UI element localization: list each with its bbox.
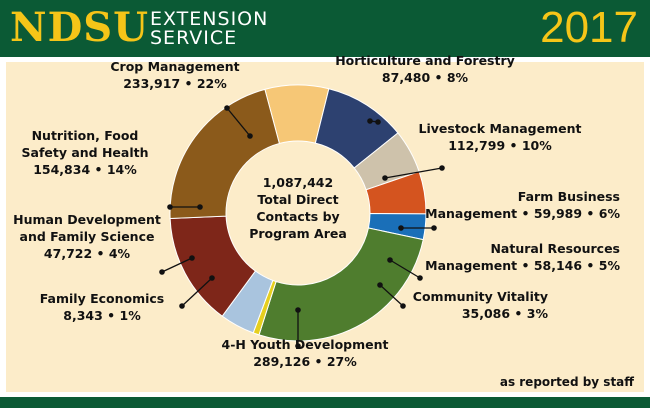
slice-label-line: 289,126 • 27% <box>253 354 357 369</box>
slice-label-line: 35,086 • 3% <box>462 306 549 321</box>
slice-label-line: 112,799 • 10% <box>448 138 552 153</box>
leader-dot <box>224 105 230 111</box>
leader-dot <box>167 204 173 210</box>
leader-line <box>181 277 213 307</box>
slice-labels: Horticulture and Forestry 87,480 • 8% Live… <box>13 53 620 369</box>
leader-dot <box>375 119 381 125</box>
leader-dot <box>295 343 301 349</box>
leader-dot <box>398 225 404 231</box>
center-caption: 1,087,442 Total Direct Contacts by Progr… <box>249 175 347 241</box>
donut-slices <box>169 84 427 342</box>
slice-label: Community Vitality 35,086 • 3% <box>413 289 549 321</box>
leader-dot <box>382 175 388 181</box>
slice-label: Crop Management 233,917 • 22% <box>110 59 239 91</box>
slice-label: Natural Resources Management • 58,146 • 5… <box>425 241 620 273</box>
slice-label-line: Safety and Health <box>22 145 149 160</box>
leader-dot <box>295 307 301 313</box>
slice-label-line: Natural Resources <box>490 241 620 256</box>
center-line-4: Program Area <box>249 226 347 241</box>
slice-label: Farm Business Management • 59,989 • 6% <box>425 189 620 221</box>
slice-label-line: Family Economics <box>40 291 165 306</box>
wordmark-line-1: EXTENSION <box>150 8 269 30</box>
slice-label-line: Horticulture and Forestry <box>335 53 515 68</box>
slice-label: Horticulture and Forestry 87,480 • 8% <box>335 53 515 85</box>
leader-lines <box>159 105 445 349</box>
slice-label-line: Livestock Management <box>419 121 582 136</box>
leader-line <box>161 257 193 273</box>
leader-dot <box>367 118 373 124</box>
leader-dot <box>431 225 437 231</box>
slice-label-line: 4-H Youth Development <box>222 337 389 352</box>
slice-label: Family Economics 8,343 • 1% <box>40 291 165 323</box>
source-note: as reported by staff <box>500 375 634 389</box>
leader-dot <box>247 133 253 139</box>
slice-label-line: 154,834 • 14% <box>33 162 137 177</box>
center-total: 1,087,442 <box>263 175 333 190</box>
slice-label-line: Community Vitality <box>413 289 548 304</box>
leader-dot <box>439 165 445 171</box>
leader-dot <box>400 303 406 309</box>
slice-label: Livestock Management 112,799 • 10% <box>419 121 582 153</box>
slice-label-line: and Family Science <box>20 229 155 244</box>
leader-line <box>226 107 251 137</box>
leader-dot <box>417 275 423 281</box>
slice-label: Nutrition, Food Safety and Health 154,834 … <box>22 128 149 177</box>
slice-crop-management <box>169 88 280 219</box>
slice-label-line: Crop Management <box>110 59 239 74</box>
center-line-3: Contacts by <box>256 209 339 224</box>
ndsu-logo: NDSU <box>10 4 150 51</box>
leader-line <box>384 167 443 179</box>
leader-dot <box>179 303 185 309</box>
report-year: 2017 <box>540 3 638 52</box>
leader-dot <box>377 282 383 288</box>
slice-4-h-youth-development <box>258 227 424 342</box>
slice-label-line: 47,722 • 4% <box>44 246 131 261</box>
slice-label: 4-H Youth Development 289,126 • 27% <box>222 337 389 369</box>
slice-label-line: Farm Business <box>518 189 620 204</box>
slice-label-line: 233,917 • 22% <box>123 76 227 91</box>
leader-dot <box>387 257 393 263</box>
slice-label: Human Development and Family Science 47,72… <box>13 212 161 261</box>
slice-label-line: 87,480 • 8% <box>382 70 469 85</box>
wordmark-line-2: SERVICE <box>150 27 238 49</box>
extension-service-wordmark: EXTENSION SERVICE <box>150 10 268 48</box>
slice-label-line: Nutrition, Food <box>32 128 139 143</box>
slice-label-line: 8,343 • 1% <box>63 308 141 323</box>
leader-dot <box>197 204 203 210</box>
slice-label-line: Management • 58,146 • 5% <box>425 258 620 273</box>
leader-dot <box>209 275 215 281</box>
leader-line <box>389 259 421 279</box>
footer-bar <box>0 397 650 408</box>
leader-dot <box>189 255 195 261</box>
header-bar: NDSU EXTENSION SERVICE 2017 <box>0 0 650 57</box>
leader-dot <box>159 269 165 275</box>
slice-label-line: Human Development <box>13 212 161 227</box>
center-line-2: Total Direct <box>257 192 338 207</box>
slice-label-line: Management • 59,989 • 6% <box>425 206 620 221</box>
leader-line <box>379 284 404 307</box>
